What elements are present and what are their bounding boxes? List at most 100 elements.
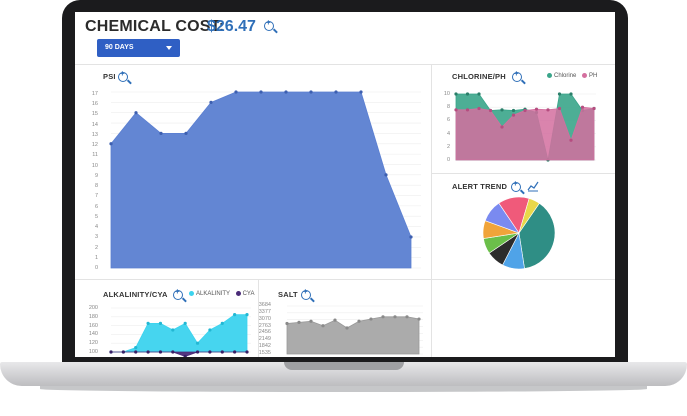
- pie-slice[interactable]: [518, 202, 556, 269]
- salt-point[interactable]: [417, 317, 421, 321]
- ph-point[interactable]: [477, 106, 481, 111]
- chlorine-point[interactable]: [454, 92, 458, 96]
- salt-point[interactable]: [309, 319, 313, 323]
- salt-point[interactable]: [369, 317, 373, 321]
- chemical-cost-value: $26.47: [207, 18, 256, 35]
- alkalinity-point[interactable]: [245, 313, 249, 317]
- salt-chart: [285, 305, 423, 355]
- psi-point[interactable]: [259, 90, 263, 94]
- cost-zoom-icon[interactable]: [264, 18, 274, 31]
- trend-chart-icon[interactable]: [527, 180, 539, 192]
- psi-point[interactable]: [109, 142, 113, 146]
- ph-point[interactable]: [523, 108, 527, 113]
- y-tick-label: 1: [94, 254, 98, 261]
- chlorine-point[interactable]: [500, 108, 504, 112]
- salt-point[interactable]: [333, 318, 337, 322]
- y-tick-label: 2763: [258, 322, 271, 329]
- psi-point[interactable]: [184, 131, 188, 136]
- ph-point[interactable]: [580, 105, 585, 109]
- psi-point[interactable]: [134, 111, 138, 115]
- chlorine-ph-legend: Chlorine PH: [543, 73, 597, 79]
- ph-point[interactable]: [534, 107, 539, 111]
- psi-point[interactable]: [334, 90, 338, 94]
- alert-trend-zoom-icon[interactable]: [511, 179, 521, 192]
- alkalinity-point[interactable]: [220, 321, 224, 325]
- alkalinity-point[interactable]: [171, 328, 175, 332]
- alkalinity-point[interactable]: [195, 341, 200, 345]
- legend-chlorine-label: Chlorine: [554, 73, 577, 80]
- range-dropdown-value: 90 DAYS: [105, 44, 134, 51]
- psi-area: [110, 91, 412, 269]
- range-dropdown[interactable]: 90 DAYS: [97, 39, 180, 57]
- ph-point[interactable]: [465, 108, 470, 112]
- alkalinity-point[interactable]: [208, 328, 212, 332]
- ph-point[interactable]: [592, 106, 596, 111]
- psi-zoom-icon[interactable]: [118, 69, 128, 82]
- y-tick-label: 15: [91, 111, 98, 118]
- psi-point[interactable]: [309, 90, 313, 94]
- cya-point[interactable]: [146, 350, 150, 354]
- salt-point[interactable]: [381, 315, 385, 319]
- salt-point[interactable]: [405, 315, 409, 319]
- ph-point[interactable]: [500, 125, 504, 129]
- salt-title: SALT: [278, 290, 298, 299]
- alkalinity-point[interactable]: [146, 321, 150, 325]
- laptop-shadow: [40, 386, 647, 392]
- psi-point[interactable]: [384, 173, 388, 177]
- ph-point[interactable]: [454, 108, 458, 112]
- salt-point[interactable]: [357, 319, 361, 323]
- alkalinity-point[interactable]: [233, 313, 237, 317]
- chlorine-point[interactable]: [511, 108, 516, 113]
- salt-point[interactable]: [297, 320, 301, 324]
- y-tick-label: 14: [91, 121, 98, 128]
- psi-point[interactable]: [359, 90, 363, 94]
- salt-point[interactable]: [345, 326, 349, 330]
- legend-ph-label: PH: [589, 73, 598, 80]
- salt-point[interactable]: [393, 315, 397, 319]
- ph-point[interactable]: [488, 108, 493, 113]
- chlorine-point[interactable]: [557, 92, 562, 96]
- psi-point[interactable]: [159, 131, 163, 136]
- divider: [431, 173, 615, 174]
- cya-point[interactable]: [158, 350, 163, 354]
- salt-point[interactable]: [321, 324, 325, 328]
- y-tick-label: 160: [88, 322, 98, 329]
- salt-point[interactable]: [285, 321, 289, 326]
- alkalinity-point[interactable]: [158, 321, 163, 325]
- cya-point[interactable]: [183, 354, 187, 357]
- alkalinity-point[interactable]: [183, 321, 187, 325]
- cya-point[interactable]: [245, 350, 249, 354]
- psi-point[interactable]: [209, 100, 213, 104]
- chlorine-point[interactable]: [477, 92, 481, 96]
- chlorine-ph-zoom-icon[interactable]: [512, 69, 522, 82]
- pie-slice[interactable]: [518, 198, 540, 234]
- divider: [431, 64, 432, 357]
- ph-point[interactable]: [511, 113, 516, 117]
- ph-point[interactable]: [557, 106, 562, 111]
- cya-point[interactable]: [171, 350, 175, 354]
- psi-point[interactable]: [284, 90, 288, 94]
- y-tick-label: 5: [94, 213, 98, 220]
- ph-point[interactable]: [569, 138, 573, 142]
- cya-point[interactable]: [134, 350, 138, 354]
- alkalinity-cya-zoom-icon[interactable]: [173, 287, 183, 300]
- cya-point[interactable]: [109, 350, 113, 354]
- psi-point[interactable]: [234, 90, 238, 94]
- cya-point[interactable]: [208, 350, 212, 354]
- cya-point[interactable]: [220, 350, 224, 354]
- y-tick-label: 6: [446, 117, 450, 124]
- alkalinity-cya-chart: [109, 307, 251, 357]
- y-tick-label: 120: [88, 340, 98, 347]
- chlorine-point[interactable]: [465, 92, 470, 96]
- psi-point[interactable]: [409, 235, 413, 239]
- legend-alkalinity-label: ALKALINITY: [196, 291, 230, 298]
- chevron-down-icon: [166, 46, 172, 50]
- salt-zoom-icon[interactable]: [301, 287, 311, 300]
- alkalinity-point[interactable]: [134, 346, 138, 350]
- chlorine-point[interactable]: [569, 92, 573, 96]
- cya-point[interactable]: [121, 350, 125, 354]
- cya-point[interactable]: [195, 350, 200, 354]
- y-tick-label: 0: [446, 157, 450, 163]
- ph-point[interactable]: [546, 108, 550, 112]
- cya-point[interactable]: [233, 350, 237, 354]
